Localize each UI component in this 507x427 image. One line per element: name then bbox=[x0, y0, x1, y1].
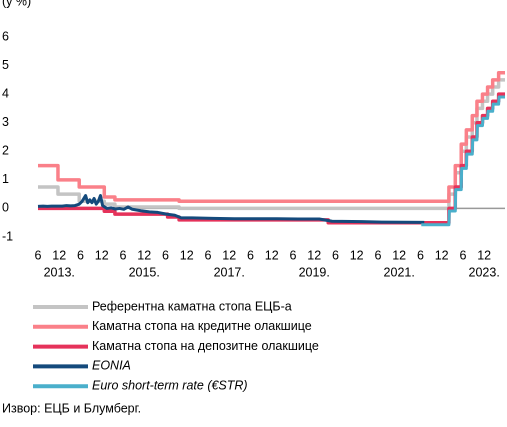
x-tick-label: 6 bbox=[247, 248, 254, 262]
x-year-label: 2021. bbox=[384, 265, 415, 279]
x-tick-label: 12 bbox=[222, 248, 236, 262]
y-tick-label: 0 bbox=[2, 201, 9, 215]
x-tick-label: 12 bbox=[95, 248, 109, 262]
series-line bbox=[421, 95, 505, 227]
x-tick-label: 12 bbox=[477, 248, 491, 262]
x-tick-label: 12 bbox=[137, 248, 151, 262]
y-tick-label: 1 bbox=[2, 172, 9, 186]
series-line bbox=[38, 78, 505, 211]
x-tick-label: 12 bbox=[392, 248, 406, 262]
x-tick-label: 12 bbox=[350, 248, 364, 262]
x-tick-label: 6 bbox=[162, 248, 169, 262]
series-line bbox=[37, 194, 425, 224]
y-axis-label: (у %) bbox=[2, 0, 31, 8]
x-tick-label: 6 bbox=[417, 248, 424, 262]
y-tick-label: 6 bbox=[2, 29, 9, 43]
y-tick-label: 5 bbox=[2, 58, 9, 72]
x-tick-label: 6 bbox=[77, 248, 84, 262]
legend-label: EONIA bbox=[92, 359, 131, 373]
x-year-label: 2015. bbox=[129, 265, 160, 279]
x-tick-label: 12 bbox=[52, 248, 66, 262]
legend-label: Каматна стопа на депозитне олакшице bbox=[92, 339, 319, 353]
x-tick-label: 6 bbox=[459, 248, 466, 262]
x-tick-label: 6 bbox=[204, 248, 211, 262]
x-year-label: 2013. bbox=[44, 265, 75, 279]
x-tick-label: 6 bbox=[35, 248, 42, 262]
x-year-label: 2017. bbox=[214, 265, 245, 279]
x-tick-label: 6 bbox=[289, 248, 296, 262]
legend-label: Euro short-term rate (€STR) bbox=[92, 378, 248, 392]
y-tick-label: 3 bbox=[2, 115, 9, 129]
x-tick-label: 12 bbox=[435, 248, 449, 262]
y-tick-label: -1 bbox=[2, 229, 13, 243]
legend-label: Референтна каматна стопа ЕЦБ-а bbox=[92, 299, 292, 313]
x-tick-label: 6 bbox=[374, 248, 381, 262]
x-tick-label: 12 bbox=[180, 248, 194, 262]
series-line bbox=[38, 70, 505, 204]
x-year-label: 2023. bbox=[469, 265, 500, 279]
x-tick-label: 12 bbox=[307, 248, 321, 262]
x-year-label: 2019. bbox=[299, 265, 330, 279]
source-note: Извор: ЕЦБ и Блумберг. bbox=[2, 401, 141, 415]
legend-label: Каматна стопа на кредитне олакшице bbox=[92, 319, 312, 333]
x-tick-label: 6 bbox=[332, 248, 339, 262]
x-tick-label: 6 bbox=[120, 248, 127, 262]
y-tick-label: 2 bbox=[2, 144, 9, 158]
x-tick-label: 12 bbox=[265, 248, 279, 262]
y-tick-label: 4 bbox=[2, 86, 9, 100]
